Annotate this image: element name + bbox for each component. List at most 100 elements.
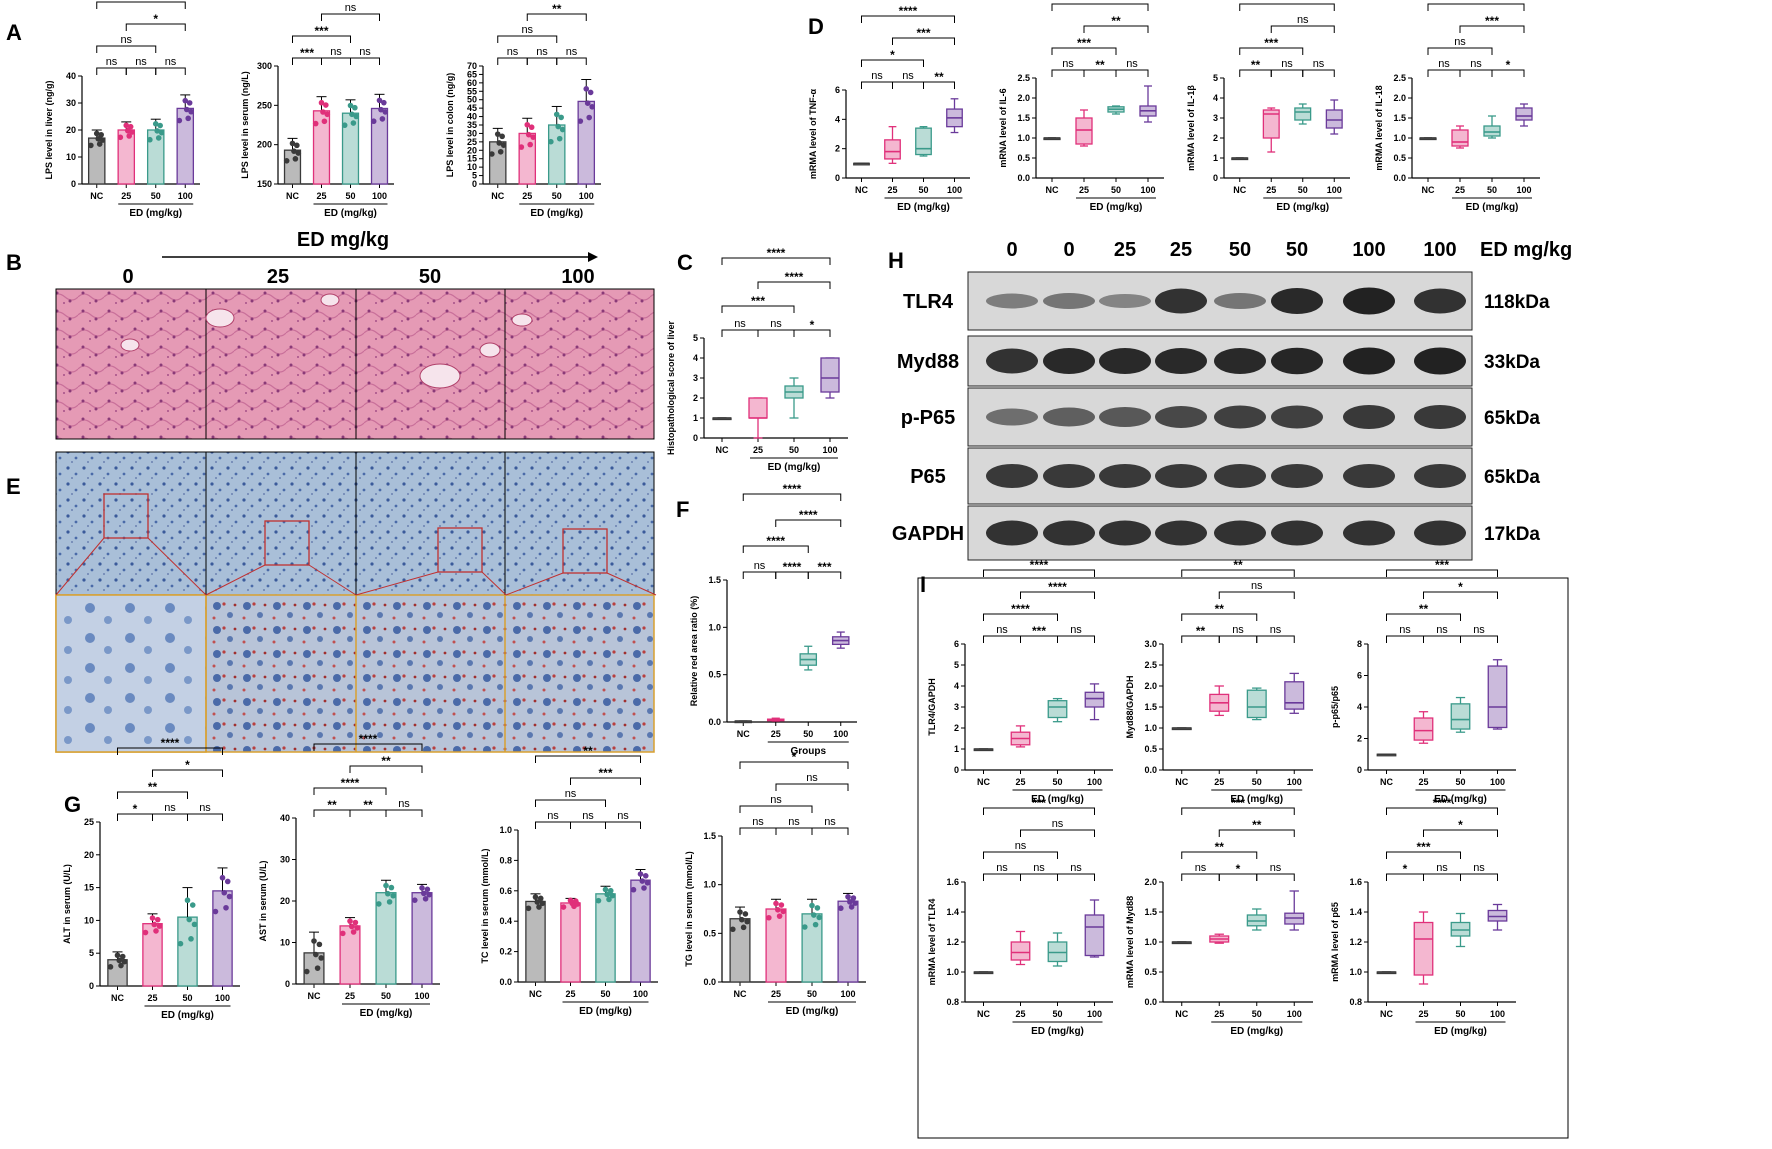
- y-tick-label: 1.0: [1349, 967, 1362, 977]
- significance-bracket: [892, 37, 955, 45]
- blot-band: [1099, 407, 1151, 427]
- significance-bracket: [775, 827, 813, 835]
- significance-label: ns: [1232, 624, 1244, 636]
- blot-band: [1343, 405, 1395, 429]
- significance-bracket: [983, 851, 1058, 859]
- y-tick-label: 1.6: [1349, 877, 1362, 887]
- panel-letter: B: [6, 250, 22, 275]
- significance-bracket: [1239, 47, 1304, 55]
- significance-label: ns: [120, 34, 132, 46]
- y-tick-label: 3.0: [1144, 639, 1157, 649]
- significance-bracket: [1427, 69, 1461, 77]
- data-point: [292, 156, 299, 162]
- significance-bracket: [983, 613, 1058, 621]
- panel-d-chart: 0 1 2 3 4 5 NC 25 50 100 ED (mg/kg) mRMA level of I…: [1186, 0, 1350, 213]
- x-tick-label: 25: [1418, 777, 1428, 787]
- y-tick-label: 65: [467, 69, 477, 79]
- dose-label: 25: [267, 266, 289, 288]
- significance-label: ns: [1473, 862, 1485, 874]
- significance-bracket: [1423, 635, 1461, 643]
- y-tick-label: 2.5: [1144, 660, 1157, 670]
- y-axis-title: p-p65/p65: [1330, 686, 1340, 728]
- significance-label: ns: [521, 24, 533, 36]
- y-tick-label: 0.0: [499, 977, 512, 987]
- y-tick-label: 10: [66, 152, 76, 162]
- significance-bracket: [497, 35, 558, 43]
- x-tick-label: NC: [1046, 185, 1059, 195]
- significance-label: **: [381, 754, 391, 768]
- x-tick-label: 50: [1487, 185, 1497, 195]
- y-axis-title: TG level in serum (mmol/L): [684, 851, 694, 967]
- y-tick-label: 4: [693, 353, 698, 363]
- panel-a-chart: 0 10 20 30 40 NC 25 50 100 ED (mg/kg) LPS level in…: [44, 0, 200, 219]
- significance-bracket: [1459, 69, 1493, 77]
- data-point: [737, 909, 743, 915]
- significance-bracket: [892, 81, 924, 89]
- data-point: [780, 908, 786, 915]
- significance-bracket: [321, 13, 380, 21]
- blot-protein: p-P65: [901, 407, 955, 429]
- box: [1294, 107, 1312, 121]
- data-point: [382, 109, 389, 115]
- significance-bracket: [350, 57, 380, 65]
- y-tick-label: 5: [1213, 73, 1218, 83]
- significance-label: ****: [341, 776, 360, 790]
- x-tick-label: 100: [1087, 777, 1102, 787]
- significance-bracket: [1386, 851, 1461, 859]
- x-tick-label: 100: [1490, 777, 1505, 787]
- blot-kda: 65kDa: [1484, 408, 1540, 429]
- significance-bracket: [1181, 851, 1258, 859]
- box: [1075, 117, 1093, 145]
- significance-label: ns: [345, 2, 357, 14]
- y-tick-label: 10: [84, 915, 94, 925]
- y-tick-label: 2.0: [1144, 681, 1157, 691]
- data-point: [776, 913, 783, 919]
- x-tick-label: 50: [381, 991, 391, 1001]
- x-axis-title: ED (mg/kg): [1230, 794, 1283, 805]
- significance-label: ns: [135, 56, 147, 68]
- x-tick-label: 25: [771, 729, 781, 739]
- significance-bracket: [1460, 873, 1498, 881]
- data-point: [318, 99, 325, 106]
- x-tick-label: 25: [1455, 185, 1465, 195]
- significance-bracket: [1460, 635, 1498, 643]
- data-point: [809, 902, 815, 909]
- significance-label: ns: [507, 46, 519, 58]
- significance-bracket: [1051, 69, 1085, 77]
- box: [1246, 689, 1267, 719]
- significance-bracket: [152, 769, 223, 777]
- bar: [177, 916, 198, 987]
- lane-dose: 0: [1006, 239, 1017, 261]
- y-tick-label: 20: [280, 896, 290, 906]
- bar: [411, 892, 433, 985]
- y-tick-label: 1.0: [1017, 133, 1030, 143]
- significance-label: **: [1196, 624, 1206, 638]
- significance-label: ns: [1270, 624, 1282, 636]
- significance-label: ns: [1454, 36, 1466, 48]
- significance-bracket: [1115, 69, 1149, 77]
- significance-label: **: [1111, 14, 1121, 28]
- y-tick-label: 10: [467, 162, 477, 172]
- data-point: [350, 120, 357, 126]
- data-point: [489, 151, 495, 157]
- y-tick-label: 5: [954, 660, 959, 670]
- significance-bracket: [742, 571, 777, 579]
- y-tick-label: 6: [1357, 671, 1362, 681]
- data-point: [347, 918, 353, 924]
- blot-band: [1043, 348, 1095, 374]
- y-axis-title: LPS level in serum (ng/L): [240, 71, 250, 179]
- significance-label: **: [1215, 840, 1225, 854]
- data-point: [154, 128, 161, 134]
- lane-dose: 50: [1229, 239, 1251, 261]
- significance-label: **: [136, 0, 146, 4]
- significance-label: ns: [1070, 862, 1082, 874]
- significance-label: ns: [1281, 58, 1293, 70]
- significance-label: **: [934, 70, 944, 84]
- significance-label: ns: [806, 772, 818, 784]
- significance-label: ****: [783, 560, 802, 574]
- vessel: [320, 293, 340, 307]
- y-axis-title: LPS level in liver (ng/g): [44, 80, 54, 179]
- x-axis-title: ED (mg/kg): [129, 208, 182, 219]
- lane-dose: 25: [1114, 239, 1136, 261]
